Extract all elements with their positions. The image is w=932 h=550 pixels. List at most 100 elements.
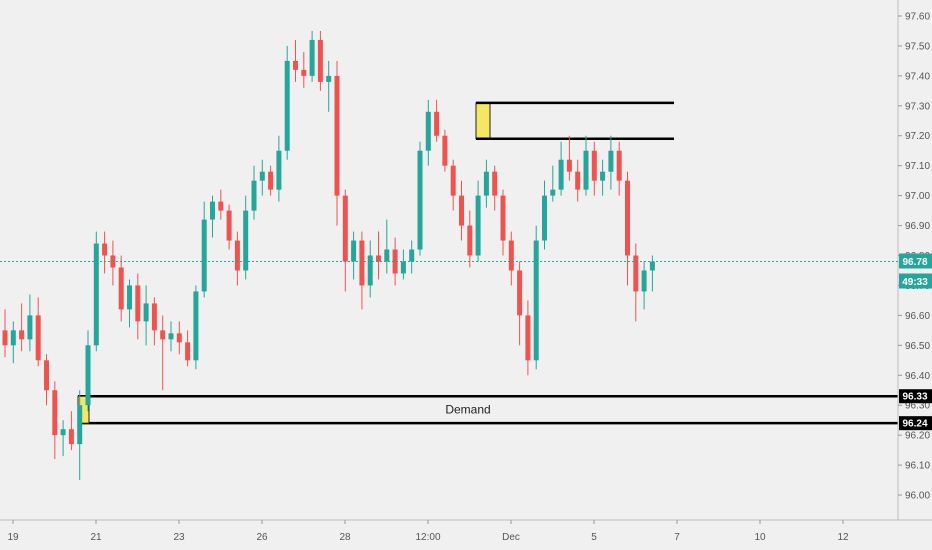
candle-body <box>351 240 357 262</box>
candle-body <box>127 285 132 310</box>
plot-background <box>0 0 898 520</box>
time-tick-label: Dec <box>502 532 520 543</box>
candle-body <box>392 249 398 274</box>
price-tick-label: 96.50 <box>905 341 930 352</box>
candle-body <box>616 150 622 181</box>
candle-body <box>649 261 655 271</box>
candle-body <box>77 405 83 445</box>
candle-body <box>525 315 531 361</box>
price-tick-label: 97.30 <box>905 101 930 112</box>
price-tick-label: 97.60 <box>905 11 930 22</box>
price-tick-label: 96.40 <box>905 371 930 382</box>
candle-body <box>68 429 74 445</box>
candle-body <box>342 195 348 262</box>
candle-body <box>259 171 265 181</box>
time-tick-label: 28 <box>339 532 351 543</box>
price-axis[interactable]: 96.0096.1096.2096.3096.4096.5096.6096.70… <box>897 0 930 520</box>
candle-body <box>542 195 547 241</box>
candle-body <box>102 243 108 256</box>
time-tick-label: 10 <box>754 532 766 543</box>
candle-body <box>550 189 556 196</box>
candle-body <box>367 255 373 286</box>
candle-body <box>442 135 448 166</box>
candle-body <box>533 240 539 361</box>
time-tick-label: 5 <box>591 532 597 543</box>
time-axis[interactable]: 19 21 23 26 28 12:00 Dec 5 7 10 12 <box>0 519 932 543</box>
candle-body <box>566 159 572 172</box>
candle-body <box>483 171 489 196</box>
candle-body <box>384 249 390 262</box>
zone-price-tag-text: 96.24 <box>902 419 927 430</box>
time-tick-label: 19 <box>7 532 19 543</box>
price-tick-label: 97.40 <box>905 71 930 82</box>
time-tick-label: 12 <box>837 532 849 543</box>
candle-body <box>467 225 473 256</box>
current-price-tag-text: 96.78 <box>902 257 927 268</box>
time-tick-label: 26 <box>256 532 268 543</box>
price-tick-label: 96.90 <box>905 221 930 232</box>
price-tick-label: 97.00 <box>905 191 930 202</box>
candle-body <box>575 171 581 190</box>
candle-body <box>143 303 149 322</box>
candle-body <box>625 180 630 256</box>
candle-body <box>459 195 464 226</box>
candle-body <box>2 330 8 346</box>
candle-body <box>210 201 215 220</box>
time-tick-label: 21 <box>90 532 102 543</box>
candle-body <box>93 243 99 346</box>
candle-body <box>417 150 423 250</box>
candle-body <box>558 159 564 190</box>
candle-body <box>600 171 606 181</box>
candle-body <box>268 171 274 190</box>
candle-body <box>608 150 614 172</box>
candle-body <box>641 270 647 292</box>
candle-body <box>226 210 232 241</box>
candle-body <box>118 267 124 310</box>
candle-body <box>85 345 91 406</box>
candle-body <box>583 150 589 190</box>
candle-body <box>309 39 315 76</box>
candle-body <box>185 342 191 361</box>
time-tick-label: 23 <box>173 532 185 543</box>
price-tick-label: 97.50 <box>905 41 930 52</box>
candle-body <box>193 291 199 361</box>
candle-body <box>10 330 16 346</box>
candle-body <box>450 165 456 196</box>
candle-body <box>168 333 174 340</box>
candle-body <box>434 111 440 136</box>
candle-body <box>293 60 298 70</box>
price-labels: 96.33 96.24 96.78 49:33 <box>0 253 932 431</box>
candle-body <box>400 261 406 274</box>
candle-body <box>284 60 290 151</box>
candle-body <box>201 219 207 292</box>
candle-body <box>234 240 240 271</box>
candle-body <box>326 75 332 82</box>
candle-body <box>151 303 157 331</box>
candle-body <box>160 330 166 340</box>
candle-body <box>135 285 141 322</box>
candle-body <box>475 195 481 256</box>
candle-body <box>251 180 257 211</box>
candle-body <box>500 195 506 241</box>
candle-body <box>425 111 431 151</box>
price-tick-label: 96.20 <box>905 431 930 442</box>
candle-body <box>492 171 498 196</box>
candles <box>2 30 655 481</box>
zones: Demand <box>77 101 898 425</box>
supply-origin-highlight <box>475 102 491 140</box>
candle-body <box>60 429 66 436</box>
candle-body <box>276 150 282 190</box>
candle-body <box>376 255 381 262</box>
candle-body <box>301 69 307 76</box>
countdown-tag-text: 49:33 <box>902 277 928 288</box>
candle-body <box>591 150 597 181</box>
candle-body <box>317 39 323 82</box>
candle-body <box>334 75 340 196</box>
candle-body <box>409 249 415 262</box>
candle-body <box>27 315 33 340</box>
zone-price-tag <box>899 389 932 404</box>
candle-body <box>19 330 25 340</box>
candle-body <box>517 270 523 316</box>
price-tick-label: 97.20 <box>905 131 930 142</box>
